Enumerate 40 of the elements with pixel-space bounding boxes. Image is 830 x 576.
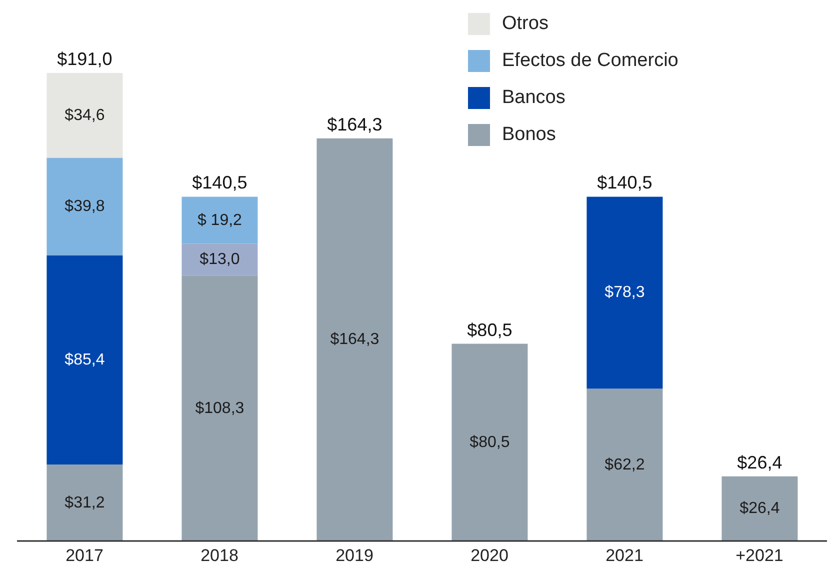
total-label: $26,4 [737, 452, 782, 472]
data-label: $13,0 [200, 251, 240, 268]
bar [182, 196, 258, 244]
data-label: $164,3 [330, 331, 380, 348]
bar [586, 196, 663, 389]
data-label: $39,8 [64, 198, 105, 216]
bar [586, 388, 663, 541]
data-label: $34,6 [64, 106, 105, 124]
total-label: $191,0 [57, 49, 112, 69]
total-label: $80,5 [467, 320, 512, 340]
data-label: $78,3 [604, 284, 645, 302]
data-label: $80,5 [470, 434, 510, 451]
data-label: $62,2 [604, 456, 645, 474]
bar [46, 464, 123, 541]
legend-label: Efectos de Comercio [502, 50, 678, 72]
bar [316, 138, 393, 541]
bar [722, 476, 798, 541]
bar [46, 255, 123, 465]
total-label: $140,5 [597, 172, 652, 193]
legend-label: Bancos [502, 86, 566, 108]
x-tick-label: 2019 [336, 546, 374, 566]
bar [182, 244, 258, 276]
bar [182, 276, 258, 541]
data-label: $ 19,2 [197, 212, 242, 229]
x-tick-label: 2018 [200, 546, 238, 566]
legend-label: Otros [502, 12, 548, 34]
total-label: $164,3 [327, 114, 382, 134]
data-label: $85,4 [64, 351, 105, 368]
x-tick-label: 2020 [470, 546, 508, 566]
total-label: $140,5 [192, 172, 248, 193]
data-label: $26,4 [740, 500, 780, 518]
legend-label: Bonos [502, 124, 556, 146]
x-tick-label: +2021 [736, 546, 784, 566]
bar [46, 73, 123, 158]
data-label: $108,3 [195, 400, 244, 417]
bar [452, 344, 528, 541]
data-label: $31,2 [64, 494, 105, 512]
x-tick-label: 2017 [66, 546, 104, 566]
bar [46, 158, 123, 256]
x-tick-label: 2021 [606, 546, 644, 566]
